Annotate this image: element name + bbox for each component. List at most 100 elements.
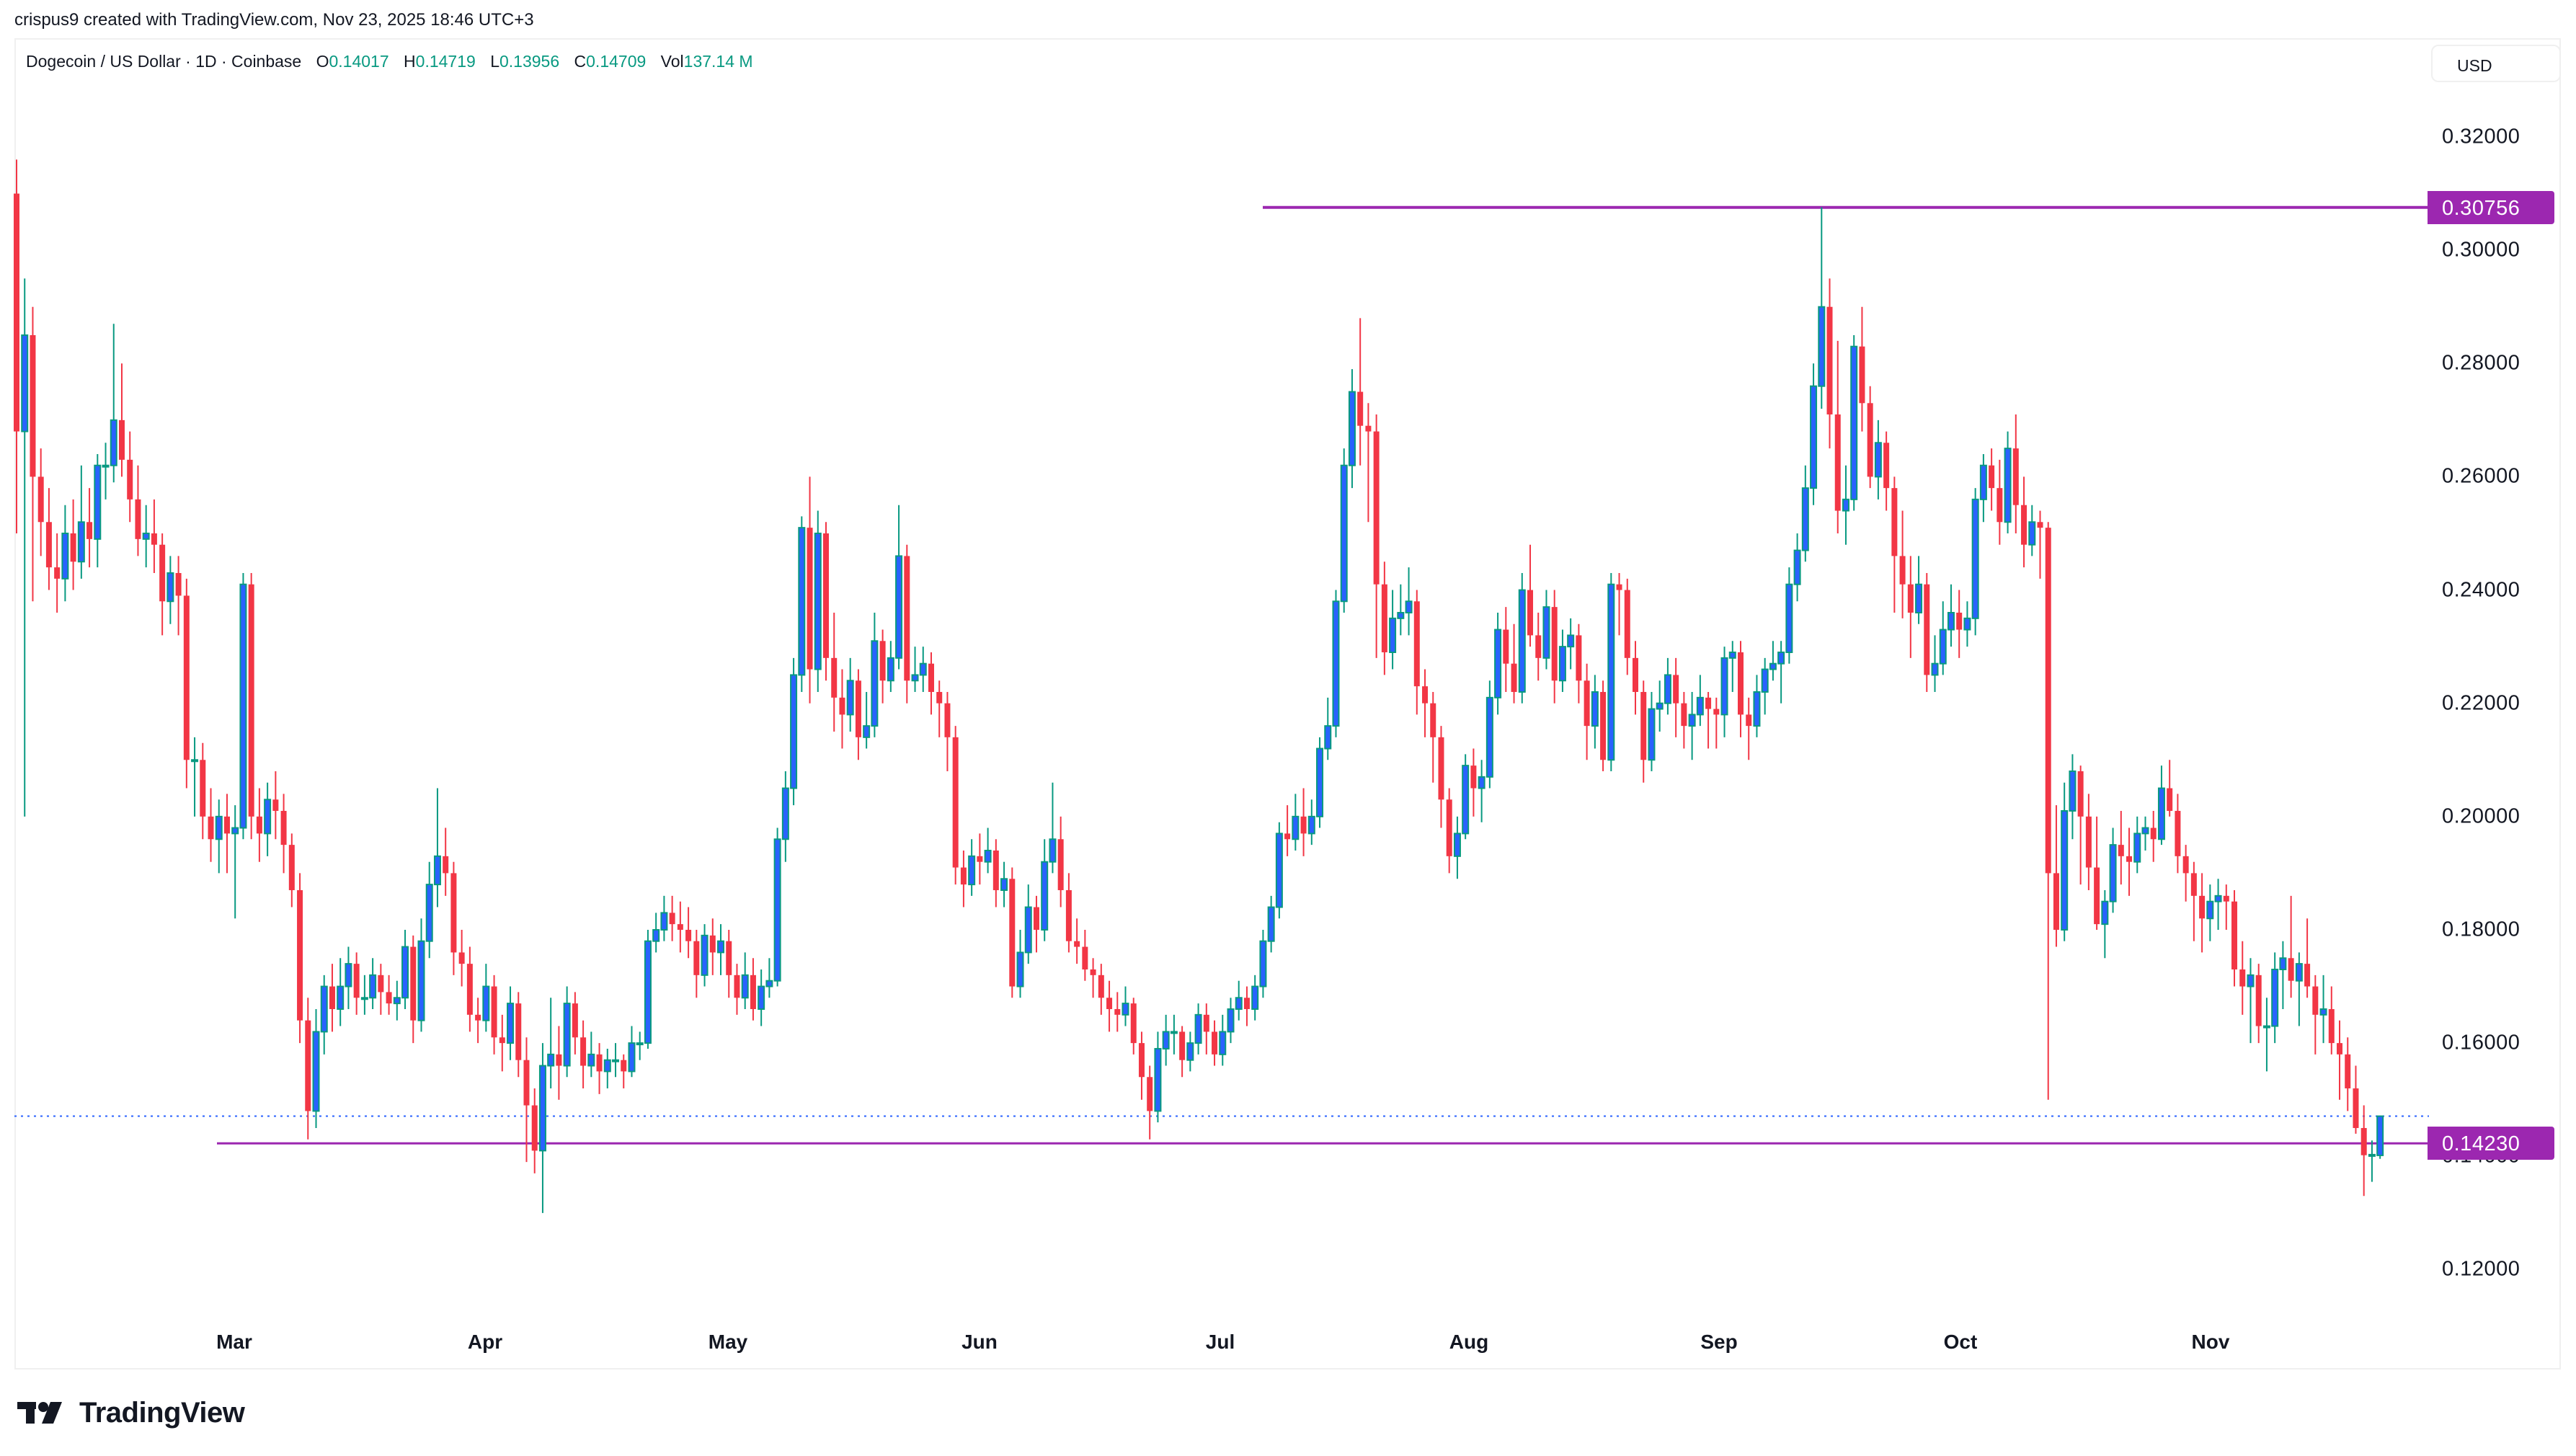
candle-down[interactable]: [2175, 810, 2181, 856]
candle-down[interactable]: [443, 856, 449, 874]
candle-down[interactable]: [2190, 873, 2197, 896]
candle-up[interactable]: [2157, 787, 2165, 840]
candle-down[interactable]: [1365, 425, 1372, 432]
candle-down[interactable]: [1284, 833, 1291, 840]
candle-up[interactable]: [393, 997, 401, 1005]
candle-down[interactable]: [1430, 703, 1436, 737]
candle-down[interactable]: [750, 975, 756, 1009]
candle-up[interactable]: [1793, 549, 1801, 585]
candle-down[interactable]: [1179, 1031, 1186, 1060]
candle-down[interactable]: [1867, 403, 1873, 477]
candle-up[interactable]: [790, 674, 798, 789]
candle-up[interactable]: [1915, 583, 1923, 613]
candle-down[interactable]: [159, 544, 166, 602]
candle-up[interactable]: [911, 674, 919, 682]
candle-down[interactable]: [1009, 879, 1016, 987]
candle-up[interactable]: [1000, 878, 1008, 891]
candle-up[interactable]: [1397, 611, 1405, 619]
candle-up[interactable]: [2376, 1115, 2384, 1156]
candle-down[interactable]: [297, 889, 303, 1021]
candle-down[interactable]: [386, 992, 392, 1004]
candle-down[interactable]: [378, 975, 384, 993]
candle-up[interactable]: [1219, 1031, 1227, 1055]
candle-up[interactable]: [1842, 498, 1849, 512]
candle-up[interactable]: [1850, 345, 1858, 500]
candle-up[interactable]: [2262, 1025, 2270, 1029]
candle-up[interactable]: [765, 980, 773, 987]
candle-down[interactable]: [1883, 443, 1890, 489]
candle-up[interactable]: [215, 815, 223, 840]
candle-down[interactable]: [839, 697, 845, 715]
candle-down[interactable]: [2304, 964, 2311, 987]
candle-up[interactable]: [1664, 674, 1671, 704]
candle-up[interactable]: [1389, 617, 1397, 653]
candle-up[interactable]: [337, 985, 345, 1010]
candle-up[interactable]: [1785, 583, 1793, 653]
candle-up[interactable]: [507, 1003, 515, 1044]
candle-up[interactable]: [1292, 815, 1300, 840]
candle-up[interactable]: [482, 985, 490, 1021]
candle-down[interactable]: [256, 816, 262, 834]
candle-up[interactable]: [1542, 606, 1550, 659]
candle-down[interactable]: [952, 737, 959, 868]
candle-down[interactable]: [1470, 765, 1477, 789]
candle-up[interactable]: [1931, 662, 1939, 676]
candle-up[interactable]: [2247, 974, 2255, 987]
candle-up[interactable]: [1194, 1013, 1202, 1044]
candle-down[interactable]: [726, 941, 732, 975]
candle-down[interactable]: [1065, 889, 1072, 941]
candle-up[interactable]: [2109, 844, 2117, 902]
candle-down[interactable]: [2045, 528, 2051, 874]
candle-up[interactable]: [660, 912, 668, 931]
candle-down[interactable]: [1381, 584, 1387, 652]
candle-down[interactable]: [531, 1105, 538, 1151]
candle-down[interactable]: [1576, 635, 1582, 681]
candle-up[interactable]: [1494, 629, 1502, 698]
candle-down[interactable]: [928, 663, 934, 692]
candle-up[interactable]: [547, 1053, 555, 1067]
symbol-title[interactable]: Dogecoin / US Dollar · 1D · Coinbase: [26, 52, 302, 71]
candle-up[interactable]: [1801, 487, 1809, 551]
candle-down[interactable]: [1997, 488, 2003, 523]
candle-down[interactable]: [1834, 414, 1841, 511]
candle-up[interactable]: [1769, 662, 1777, 670]
candle-up[interactable]: [1963, 617, 1971, 631]
candle-up[interactable]: [1024, 906, 1032, 954]
candle-up[interactable]: [2295, 963, 2303, 982]
candle-up[interactable]: [846, 680, 854, 716]
candle-up[interactable]: [94, 464, 102, 540]
candle-down[interactable]: [1681, 703, 1687, 727]
candle-down[interactable]: [669, 913, 675, 925]
candle-down[interactable]: [499, 1037, 505, 1044]
candle-down[interactable]: [1551, 607, 1558, 681]
candle-up[interactable]: [142, 532, 150, 540]
candle-up[interactable]: [1688, 714, 1696, 727]
candle-down[interactable]: [677, 924, 683, 930]
candle-up[interactable]: [1453, 833, 1461, 857]
candle-down[interactable]: [2328, 1008, 2335, 1044]
candle-down[interactable]: [693, 941, 700, 975]
candle-down[interactable]: [491, 986, 497, 1038]
candle-down[interactable]: [992, 850, 999, 890]
candle-up[interactable]: [425, 884, 433, 942]
candle-up[interactable]: [1316, 747, 1324, 817]
candle-up[interactable]: [191, 759, 199, 763]
candle-down[interactable]: [2345, 1054, 2351, 1088]
candle-up[interactable]: [1696, 696, 1704, 716]
candle-up[interactable]: [773, 838, 781, 982]
candle-up[interactable]: [2214, 895, 2222, 902]
candle-down[interactable]: [2288, 958, 2294, 981]
candle-down[interactable]: [572, 1003, 578, 1038]
candle-down[interactable]: [200, 760, 206, 817]
candle-down[interactable]: [127, 459, 133, 500]
candle-up[interactable]: [1267, 906, 1275, 942]
candle-up[interactable]: [1939, 629, 1947, 665]
candle-up[interactable]: [1810, 385, 1818, 489]
candle-down[interactable]: [1057, 839, 1064, 890]
candle-up[interactable]: [1720, 657, 1728, 716]
candle-down[interactable]: [1956, 612, 1963, 630]
candle-down[interactable]: [823, 533, 829, 658]
candle-up[interactable]: [1122, 1003, 1129, 1016]
candle-up[interactable]: [1307, 815, 1315, 835]
